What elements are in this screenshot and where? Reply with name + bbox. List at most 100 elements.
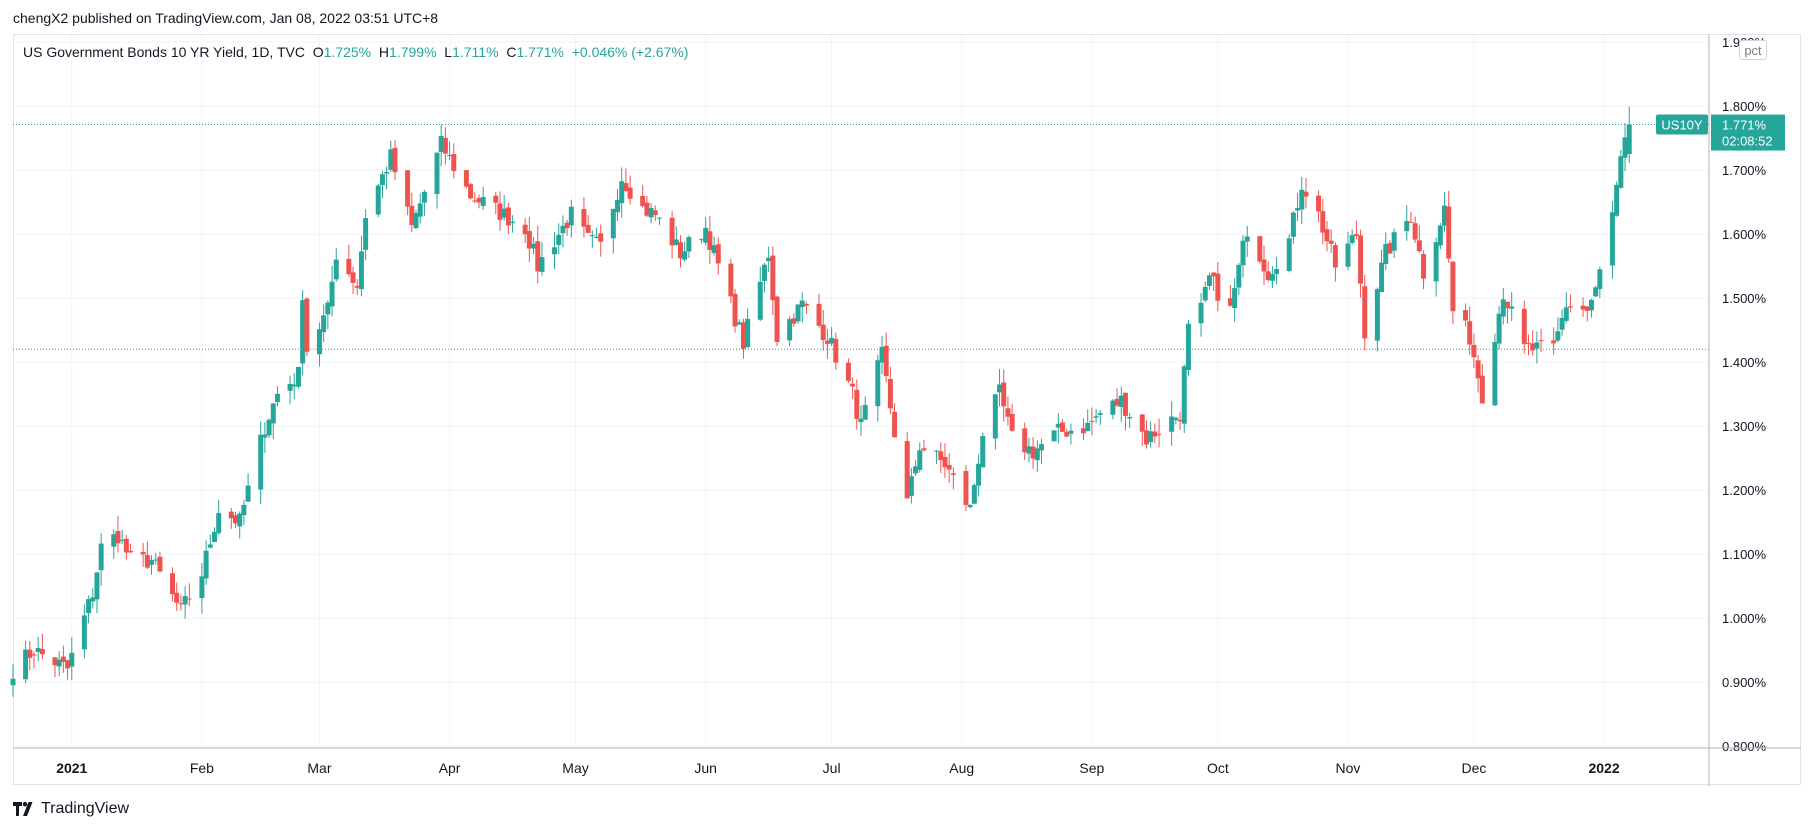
- candle-body[interactable]: [56, 659, 62, 667]
- candle-body[interactable]: [824, 340, 830, 344]
- candle-body[interactable]: [405, 170, 411, 207]
- candle-body[interactable]: [363, 218, 369, 250]
- candle-body[interactable]: [23, 649, 29, 680]
- candle-body[interactable]: [1034, 448, 1040, 461]
- candle-body[interactable]: [1068, 430, 1074, 434]
- candle-body[interactable]: [295, 366, 301, 387]
- candle-body[interactable]: [1412, 223, 1418, 240]
- candle-body[interactable]: [245, 485, 251, 502]
- candle-body[interactable]: [879, 346, 885, 363]
- candle-body[interactable]: [27, 649, 33, 658]
- candle-body[interactable]: [442, 137, 448, 154]
- candle-body[interactable]: [1324, 229, 1330, 242]
- candle-body[interactable]: [648, 208, 654, 218]
- candle-body[interactable]: [379, 174, 385, 186]
- candle-body[interactable]: [493, 195, 499, 203]
- candle-body[interactable]: [1471, 344, 1477, 358]
- candle-body[interactable]: [997, 384, 1003, 393]
- candle-body[interactable]: [123, 538, 129, 553]
- candle-body[interactable]: [476, 198, 482, 203]
- candle-body[interactable]: [942, 456, 948, 468]
- candle-body[interactable]: [1236, 264, 1242, 288]
- tradingview-logo[interactable]: TradingView: [13, 800, 129, 818]
- candle-body[interactable]: [212, 531, 218, 542]
- candle-body[interactable]: [1261, 259, 1267, 272]
- candle-body[interactable]: [174, 592, 180, 603]
- candle-body[interactable]: [1504, 301, 1510, 309]
- candle-body[interactable]: [552, 247, 558, 255]
- candle-body[interactable]: [1320, 211, 1326, 233]
- candle-body[interactable]: [1433, 242, 1439, 282]
- candle-body[interactable]: [1185, 323, 1191, 371]
- candle-body[interactable]: [673, 239, 679, 245]
- candle-body[interactable]: [598, 233, 604, 242]
- candle-body[interactable]: [1408, 221, 1414, 223]
- candle-body[interactable]: [1551, 340, 1557, 344]
- candle-body[interactable]: [144, 554, 150, 568]
- candle-body[interactable]: [787, 319, 793, 341]
- candle-body[interactable]: [216, 513, 222, 534]
- candle-body[interactable]: [10, 678, 16, 686]
- candle-body[interactable]: [316, 329, 322, 355]
- candle-body[interactable]: [1093, 416, 1099, 418]
- candle-body[interactable]: [463, 170, 469, 187]
- candle-body[interactable]: [1391, 232, 1397, 251]
- candle-body[interactable]: [1026, 446, 1032, 454]
- candle-body[interactable]: [799, 300, 805, 308]
- candle-body[interactable]: [69, 652, 75, 667]
- candle-body[interactable]: [862, 404, 868, 420]
- candle-body[interactable]: [1358, 235, 1364, 284]
- candle-body[interactable]: [913, 466, 919, 474]
- candle-body[interactable]: [1332, 245, 1338, 268]
- candle-body[interactable]: [1001, 382, 1007, 407]
- candle-body[interactable]: [438, 135, 444, 153]
- candle-body[interactable]: [447, 155, 453, 157]
- candle-body[interactable]: [976, 463, 982, 486]
- candle-body[interactable]: [1500, 299, 1506, 317]
- candle-body[interactable]: [1353, 234, 1359, 236]
- candle-body[interactable]: [850, 383, 856, 387]
- candle-body[interactable]: [1169, 416, 1175, 432]
- candle-body[interactable]: [1525, 343, 1531, 345]
- candle-body[interactable]: [1383, 244, 1389, 264]
- candle-body[interactable]: [619, 181, 625, 204]
- candle-body[interactable]: [480, 197, 486, 206]
- candle-body[interactable]: [1316, 195, 1322, 212]
- candle-body[interactable]: [1240, 240, 1246, 266]
- candle-body[interactable]: [1609, 212, 1615, 266]
- candle-body[interactable]: [1143, 430, 1149, 445]
- candle-body[interactable]: [883, 345, 889, 377]
- candle-body[interactable]: [1022, 428, 1028, 453]
- candle-body[interactable]: [791, 318, 797, 324]
- candle-body[interactable]: [262, 434, 268, 438]
- candle-body[interactable]: [1139, 414, 1145, 432]
- candle-body[interactable]: [875, 360, 881, 407]
- candle-body[interactable]: [892, 411, 898, 438]
- candle-body[interactable]: [1374, 289, 1380, 341]
- candle-body[interactable]: [921, 448, 927, 451]
- candle-body[interactable]: [803, 303, 809, 306]
- candle-body[interactable]: [392, 147, 398, 173]
- candle-body[interactable]: [1114, 398, 1120, 406]
- candle-body[interactable]: [1198, 302, 1204, 324]
- candle-body[interactable]: [39, 649, 45, 655]
- candle-body[interactable]: [119, 539, 125, 542]
- candle-body[interactable]: [1349, 235, 1355, 243]
- candle-body[interactable]: [770, 255, 776, 301]
- candle-body[interactable]: [522, 224, 528, 235]
- candle-body[interactable]: [1345, 243, 1351, 267]
- candle-body[interactable]: [241, 504, 247, 516]
- candle-body[interactable]: [736, 322, 742, 325]
- candle-body[interactable]: [917, 450, 923, 470]
- candle-body[interactable]: [140, 552, 146, 555]
- candle-body[interactable]: [686, 237, 692, 252]
- candle-body[interactable]: [1152, 431, 1158, 437]
- candle-body[interactable]: [1521, 308, 1527, 344]
- candle-body[interactable]: [887, 378, 893, 409]
- candle-body[interactable]: [1244, 236, 1250, 242]
- candle-body[interactable]: [1530, 343, 1536, 351]
- candle-body[interactable]: [1622, 137, 1628, 158]
- candle-body[interactable]: [531, 243, 537, 249]
- candle-body[interactable]: [346, 258, 352, 275]
